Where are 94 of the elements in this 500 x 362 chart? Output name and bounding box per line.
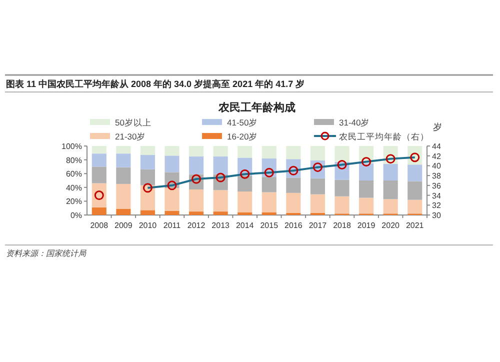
point: [337, 160, 347, 170]
y2-tick-label: 44: [432, 142, 442, 151]
bar: [213, 156, 228, 174]
bar: [116, 208, 131, 215]
bar: [262, 146, 276, 158]
legend-label: 50岁以上: [115, 118, 152, 128]
bar: [189, 156, 204, 174]
x-tick-label: 2013: [212, 221, 230, 230]
bar: [408, 164, 422, 182]
bar: [140, 210, 155, 215]
bar: [238, 146, 252, 158]
bar: [286, 178, 301, 193]
bar: [359, 163, 374, 180]
x-tick-label: 2021: [406, 221, 424, 230]
y2-tick-label: 32: [432, 201, 442, 210]
bar: [286, 146, 301, 160]
y-tick-label: 20%: [66, 197, 82, 206]
legend-label: 21-30岁: [115, 132, 146, 142]
y2-tick-label: 38: [432, 172, 442, 181]
bar: [189, 189, 204, 212]
bar: [334, 180, 350, 196]
x-tick-label: 2014: [236, 221, 254, 230]
bar: [116, 167, 131, 184]
point: [142, 183, 152, 193]
chart-title: 农民工年龄构成: [218, 101, 296, 114]
y2-tick-label: 34: [432, 191, 442, 200]
bar: [310, 178, 325, 194]
bar: [408, 181, 422, 200]
bar: [140, 146, 155, 155]
bar: [334, 196, 350, 214]
bar: [310, 146, 325, 160]
bar: [116, 146, 131, 154]
bar: [334, 146, 350, 162]
point: [362, 157, 372, 167]
y-tick-label: 40%: [66, 183, 82, 192]
y2-tick-label: 40: [432, 162, 442, 171]
bar: [262, 177, 276, 192]
bar: [213, 146, 228, 156]
bar: [286, 192, 301, 213]
point: [167, 180, 177, 190]
chart-subtitle: 图表 11 中国农民工平均年龄从 2008 年的 34.0 岁提高至 2021 年的 41.7 岁: [6, 79, 305, 89]
bar: [408, 200, 422, 214]
y2-tick-label: 36: [432, 181, 442, 190]
bar: [383, 180, 398, 200]
bar: [164, 156, 180, 172]
bar: [164, 210, 180, 215]
bar: [383, 164, 398, 180]
bar: [164, 188, 180, 211]
legend-label: 31-40岁: [339, 118, 370, 128]
bar: [140, 154, 155, 170]
legend-label: 41-50岁: [227, 118, 258, 128]
bar: [116, 154, 131, 168]
y2-tick-label: 42: [432, 152, 442, 161]
bar: [238, 192, 252, 212]
bar: [359, 198, 374, 214]
bar: [92, 154, 106, 167]
x-tick-label: 2020: [382, 221, 400, 230]
bar: [140, 169, 155, 186]
bar: [262, 212, 276, 215]
point: [240, 169, 250, 179]
x-tick-label: 2012: [187, 221, 206, 230]
legend-label: 农民工平均年龄（右）: [339, 132, 429, 142]
y2-tick-label: 30: [432, 211, 442, 220]
text: 资料来源：国家统计局: [6, 249, 87, 258]
x-tick-label: 2015: [260, 221, 279, 230]
legend-label: 16-20岁: [227, 132, 258, 142]
x-tick-label: 2008: [90, 221, 109, 230]
bar: [189, 146, 204, 156]
x-tick-label: 2009: [114, 221, 133, 230]
y-tick-label: 80%: [66, 156, 82, 165]
bar: [92, 146, 106, 154]
bar: [116, 184, 131, 209]
bar: [92, 166, 106, 184]
bar: [213, 212, 228, 215]
bar: [383, 199, 398, 214]
bar: [238, 176, 252, 192]
x-tick-label: 2010: [138, 221, 158, 230]
bar: [310, 194, 325, 213]
bar: [238, 212, 252, 215]
x-tick-label: 2018: [333, 221, 352, 230]
y2-axis-title: 岁: [433, 122, 442, 132]
x-tick-label: 2017: [308, 221, 328, 230]
x-tick-label: 2019: [357, 221, 376, 230]
bar: [92, 207, 106, 215]
bar: [213, 190, 228, 212]
bar: [189, 212, 204, 215]
bar: [359, 180, 374, 198]
x-tick-label: 2011: [163, 221, 182, 230]
x-tick-label: 2016: [284, 221, 303, 230]
y-tick-label: 60%: [66, 170, 82, 179]
y-tick-label: 0%: [70, 211, 82, 220]
bar: [164, 146, 180, 156]
bar: [262, 192, 276, 212]
y-tick-label: 100%: [62, 142, 82, 151]
